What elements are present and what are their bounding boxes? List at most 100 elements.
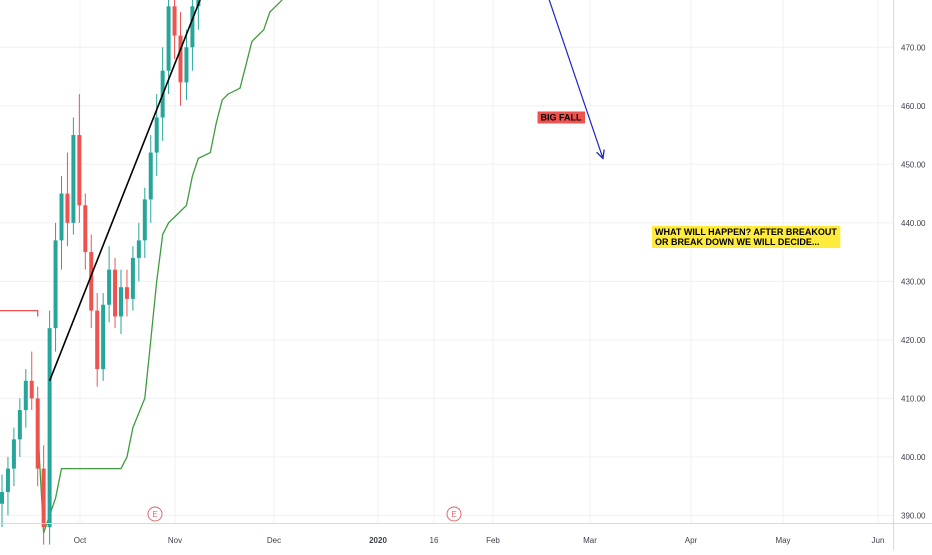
- arrow[interactable]: [472, 0, 603, 158]
- candle[interactable]: [124, 269, 129, 317]
- event-circle[interactable]: [147, 506, 163, 522]
- candle[interactable]: [184, 29, 189, 100]
- candle-body[interactable]: [172, 6, 177, 36]
- candle-body[interactable]: [29, 380, 34, 399]
- candle[interactable]: [148, 135, 153, 223]
- candle-body[interactable]: [142, 199, 147, 241]
- annotation-text: BIG FALL: [541, 112, 582, 122]
- candle-body[interactable]: [124, 287, 129, 299]
- candle[interactable]: [0, 474, 4, 528]
- candle-body[interactable]: [17, 410, 22, 440]
- candle[interactable]: [113, 257, 118, 329]
- candle-body[interactable]: [59, 193, 64, 241]
- candle[interactable]: [71, 117, 76, 235]
- event-label: E: [152, 510, 157, 519]
- event-circle[interactable]: [446, 506, 462, 522]
- candle[interactable]: [130, 246, 135, 311]
- y-tick-label: 430.00: [901, 277, 926, 286]
- candle-body[interactable]: [184, 47, 189, 83]
- candle-body[interactable]: [113, 269, 118, 317]
- candle[interactable]: [89, 234, 94, 329]
- candle[interactable]: [107, 246, 112, 323]
- candle-body[interactable]: [107, 269, 112, 305]
- y-tick-label: 410.00: [901, 394, 926, 403]
- candle[interactable]: [95, 293, 100, 387]
- candle[interactable]: [119, 269, 123, 335]
- x-tick-label: Feb: [486, 536, 500, 545]
- candle-body[interactable]: [178, 35, 183, 83]
- candle[interactable]: [59, 176, 64, 270]
- candle-body[interactable]: [190, 6, 195, 48]
- x-tick-label: 16: [430, 536, 439, 545]
- candle[interactable]: [41, 445, 46, 545]
- candle[interactable]: [29, 351, 34, 411]
- x-tick-label: Apr: [685, 536, 698, 545]
- y-tick-label: 440.00: [901, 219, 926, 228]
- candle[interactable]: [178, 12, 183, 106]
- note-line: OR BREAK DOWN WE WILL DECIDE...: [655, 237, 819, 247]
- candle-body[interactable]: [53, 240, 58, 329]
- x-tick-label: Nov: [168, 536, 182, 545]
- trailing-stop-layer: [0, 0, 283, 534]
- candle-body[interactable]: [35, 398, 40, 469]
- candle-body[interactable]: [89, 252, 94, 311]
- candle-body[interactable]: [83, 205, 88, 253]
- candle-body[interactable]: [136, 240, 141, 258]
- x-tick-label: Mar: [583, 536, 597, 545]
- trailing-stop-line: [0, 309, 39, 317]
- x-tick-label: May: [775, 536, 790, 545]
- event-marker[interactable]: E: [147, 506, 163, 522]
- candle[interactable]: [142, 187, 147, 258]
- candle-body[interactable]: [130, 257, 135, 299]
- candle-body[interactable]: [148, 152, 153, 200]
- candle[interactable]: [17, 398, 22, 457]
- y-tick-label: 400.00: [901, 453, 926, 462]
- candles-layer[interactable]: [0, 0, 468, 545]
- candle[interactable]: [65, 152, 70, 247]
- candle-body[interactable]: [119, 287, 123, 317]
- candle-body[interactable]: [166, 6, 171, 71]
- y-tick-label: 460.00: [901, 102, 926, 111]
- event-marker[interactable]: E: [446, 506, 462, 522]
- candle[interactable]: [47, 310, 52, 545]
- candle[interactable]: [77, 94, 82, 223]
- candle[interactable]: [35, 386, 40, 487]
- candle-body[interactable]: [0, 492, 4, 504]
- x-tick-label: 2020: [369, 536, 387, 545]
- candle-body[interactable]: [23, 380, 28, 411]
- candle-body[interactable]: [71, 135, 76, 223]
- note-box[interactable]: WHAT WILL HAPPEN? AFTER BREAKOUT OR BREAK…: [652, 226, 841, 248]
- candle[interactable]: [23, 369, 28, 428]
- candle[interactable]: [11, 427, 16, 487]
- annotation-label[interactable]: BIG FALL: [537, 111, 585, 124]
- candle-body[interactable]: [77, 135, 82, 206]
- candle-body[interactable]: [47, 328, 52, 528]
- candle[interactable]: [5, 456, 10, 516]
- candle-body[interactable]: [5, 468, 10, 493]
- grid-layer: [0, 0, 893, 523]
- x-tick-label: Dec: [267, 536, 281, 545]
- candle[interactable]: [190, 0, 195, 71]
- candle-body[interactable]: [65, 193, 70, 223]
- candle[interactable]: [172, 0, 177, 59]
- candle-body[interactable]: [41, 468, 46, 528]
- candle-body[interactable]: [154, 117, 159, 153]
- candle[interactable]: [136, 222, 141, 282]
- candle[interactable]: [53, 222, 58, 352]
- trend-line[interactable]: [48, 0, 371, 382]
- y-tick-label: 470.00: [901, 43, 926, 52]
- candle[interactable]: [101, 293, 106, 381]
- candle[interactable]: [83, 193, 88, 270]
- y-tick-label: 420.00: [901, 336, 926, 345]
- y-tick-label: 390.00: [901, 511, 926, 520]
- candle-body[interactable]: [11, 439, 16, 469]
- note-text: WHAT WILL HAPPEN? AFTER BREAKOUT OR BREAK…: [655, 227, 837, 247]
- candle[interactable]: [166, 0, 171, 95]
- candle-body[interactable]: [101, 304, 106, 370]
- x-tick-label: Oct: [74, 536, 87, 545]
- candle-body[interactable]: [95, 310, 100, 370]
